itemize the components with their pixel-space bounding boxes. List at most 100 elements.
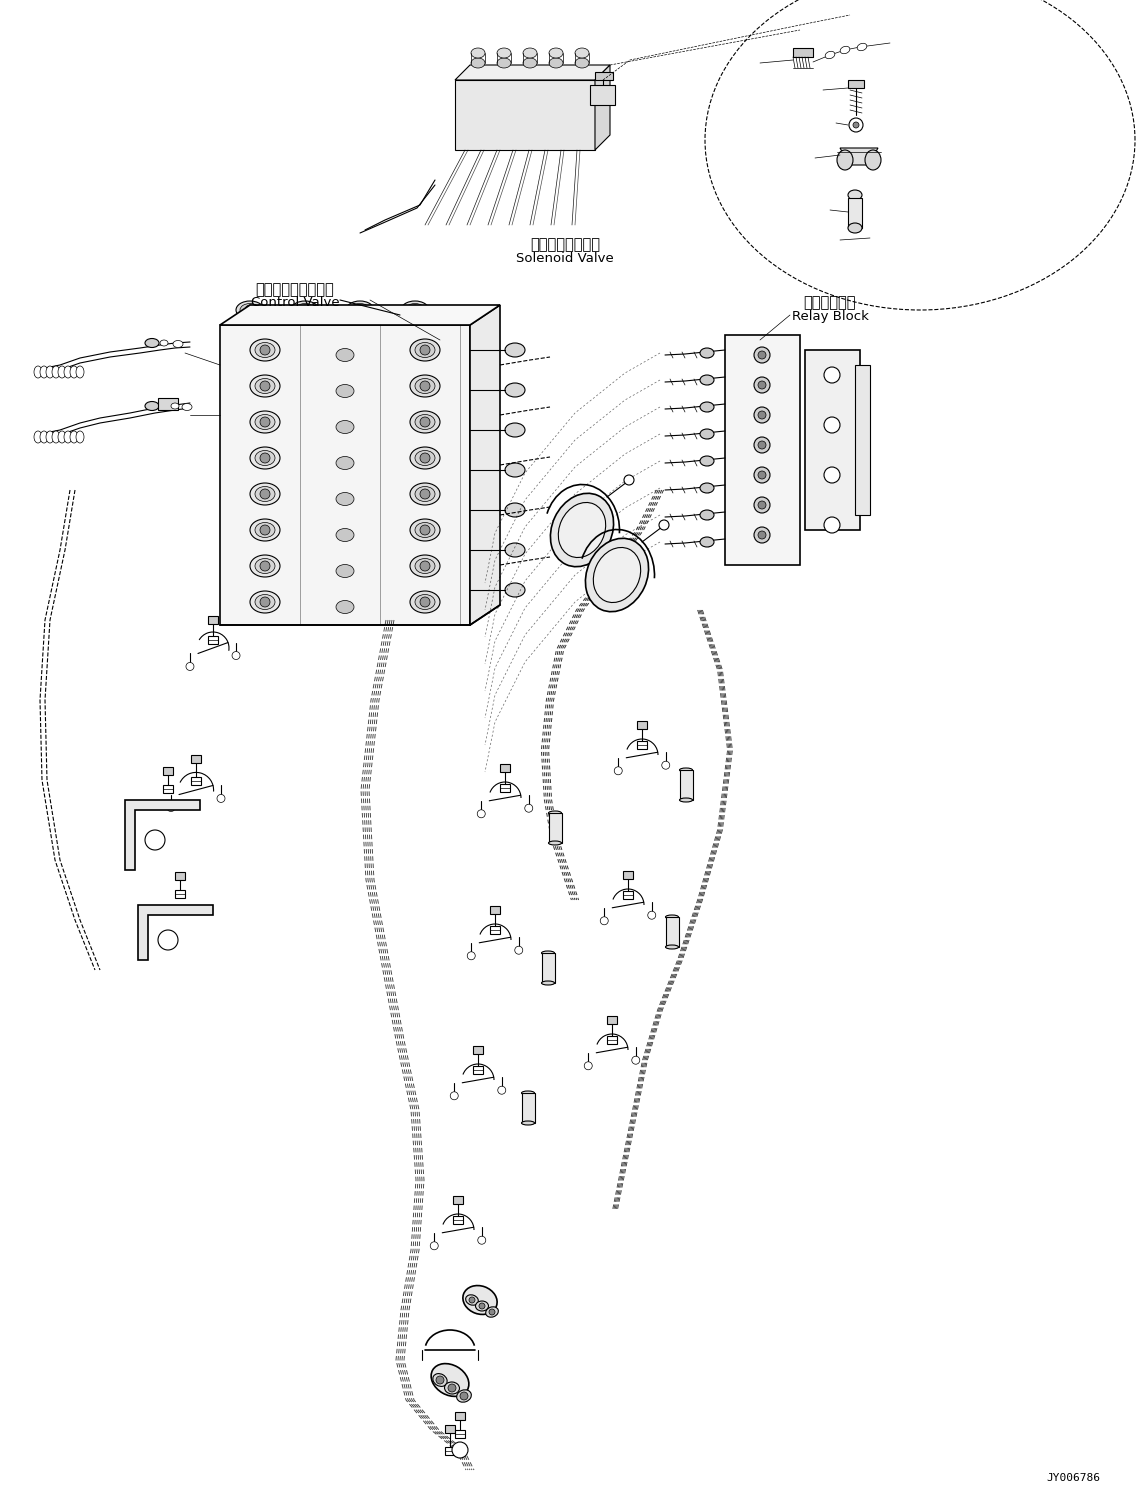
Polygon shape: [595, 66, 609, 151]
Ellipse shape: [865, 151, 881, 170]
Ellipse shape: [58, 365, 66, 379]
Bar: [500, 763, 511, 772]
Ellipse shape: [250, 519, 280, 541]
Bar: [623, 871, 633, 880]
Bar: [445, 1425, 455, 1433]
Bar: [175, 872, 185, 880]
Ellipse shape: [294, 304, 315, 316]
Text: Relay Block: Relay Block: [791, 310, 869, 324]
Ellipse shape: [70, 365, 78, 379]
Ellipse shape: [700, 347, 714, 358]
Circle shape: [489, 1309, 495, 1315]
Ellipse shape: [680, 768, 692, 772]
Ellipse shape: [236, 301, 264, 319]
Ellipse shape: [575, 48, 589, 58]
Ellipse shape: [250, 412, 280, 432]
Ellipse shape: [445, 1382, 459, 1394]
Bar: [855, 365, 870, 514]
Circle shape: [624, 476, 634, 485]
Circle shape: [758, 531, 766, 540]
Bar: [666, 917, 679, 947]
Ellipse shape: [415, 522, 435, 537]
Bar: [542, 953, 555, 983]
Ellipse shape: [475, 1302, 489, 1311]
Circle shape: [754, 497, 770, 513]
Polygon shape: [470, 306, 500, 625]
Ellipse shape: [431, 1364, 468, 1397]
Ellipse shape: [291, 301, 319, 319]
Ellipse shape: [433, 1373, 447, 1387]
Circle shape: [824, 467, 840, 483]
Bar: [805, 350, 860, 529]
Circle shape: [420, 596, 430, 607]
Ellipse shape: [680, 798, 692, 802]
Ellipse shape: [410, 376, 440, 397]
Circle shape: [430, 1242, 438, 1249]
Ellipse shape: [700, 537, 714, 547]
Ellipse shape: [337, 601, 354, 613]
Ellipse shape: [250, 376, 280, 397]
Ellipse shape: [575, 58, 589, 69]
Ellipse shape: [848, 224, 862, 233]
Ellipse shape: [505, 583, 525, 596]
Ellipse shape: [70, 431, 78, 443]
Ellipse shape: [52, 431, 60, 443]
Circle shape: [420, 525, 430, 535]
Polygon shape: [725, 335, 800, 565]
Ellipse shape: [40, 365, 48, 379]
Ellipse shape: [255, 379, 275, 394]
Ellipse shape: [250, 338, 280, 361]
Ellipse shape: [40, 431, 48, 443]
Bar: [191, 754, 201, 763]
Ellipse shape: [337, 349, 354, 361]
Ellipse shape: [523, 58, 537, 69]
Ellipse shape: [34, 365, 42, 379]
Bar: [680, 769, 692, 801]
Ellipse shape: [665, 915, 679, 918]
Circle shape: [614, 766, 622, 775]
Circle shape: [217, 795, 225, 802]
Bar: [848, 81, 864, 88]
Bar: [163, 784, 173, 793]
Bar: [453, 1217, 463, 1224]
Bar: [473, 1047, 483, 1054]
Polygon shape: [219, 325, 470, 625]
Ellipse shape: [594, 547, 640, 602]
Ellipse shape: [337, 565, 354, 577]
Circle shape: [468, 1297, 475, 1303]
Polygon shape: [840, 148, 878, 166]
Ellipse shape: [76, 431, 84, 443]
Ellipse shape: [58, 431, 66, 443]
Circle shape: [754, 347, 770, 362]
Circle shape: [186, 662, 194, 671]
Ellipse shape: [837, 151, 853, 170]
Bar: [590, 85, 615, 104]
Ellipse shape: [410, 555, 440, 577]
Bar: [500, 784, 511, 792]
Circle shape: [754, 467, 770, 483]
Circle shape: [498, 1087, 506, 1094]
Circle shape: [467, 951, 475, 960]
Ellipse shape: [548, 811, 562, 816]
Circle shape: [758, 501, 766, 508]
Ellipse shape: [410, 447, 440, 470]
Circle shape: [754, 437, 770, 453]
Ellipse shape: [160, 340, 168, 346]
Bar: [208, 637, 218, 644]
Circle shape: [584, 1062, 592, 1069]
Circle shape: [260, 561, 269, 571]
Ellipse shape: [76, 365, 84, 379]
Circle shape: [146, 830, 165, 850]
Circle shape: [478, 1236, 485, 1243]
Circle shape: [260, 596, 269, 607]
Circle shape: [824, 417, 840, 432]
Text: Control Valve: Control Valve: [250, 297, 339, 309]
Polygon shape: [138, 905, 213, 960]
Bar: [191, 777, 201, 784]
Circle shape: [824, 517, 840, 532]
Ellipse shape: [549, 48, 563, 58]
Ellipse shape: [471, 48, 485, 58]
Bar: [637, 741, 647, 748]
Ellipse shape: [255, 450, 275, 465]
Ellipse shape: [405, 304, 425, 316]
